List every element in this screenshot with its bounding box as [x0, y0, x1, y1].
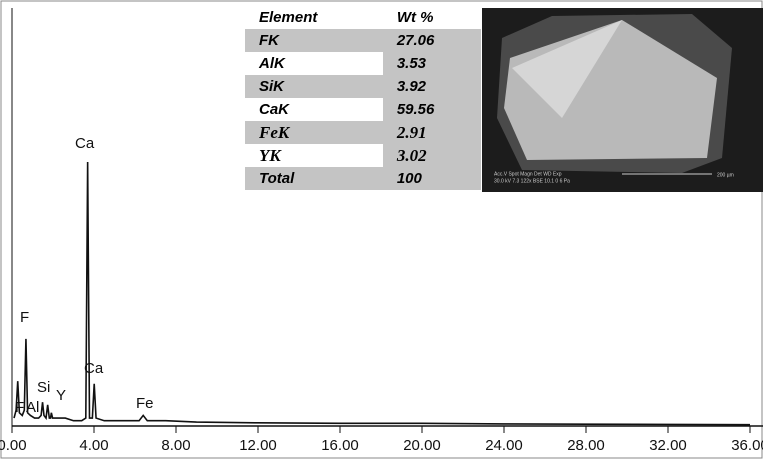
table-cell: 59.56	[383, 98, 481, 121]
x-tick-label: 16.00	[321, 437, 359, 454]
table-cell: 27.06	[383, 29, 481, 52]
table-cell: CaK	[245, 98, 383, 121]
x-tick-label: 28.00	[567, 437, 605, 454]
micrograph: Acc.V Spot Magn Det WD Exp 30.0 kV 7.3 1…	[482, 8, 763, 192]
table-cell: 3.02	[383, 144, 481, 167]
micrograph-info: Acc.V Spot Magn Det WD Exp	[494, 171, 562, 177]
x-tick-label: 24.00	[485, 437, 523, 454]
scale-label: 200 µm	[717, 172, 734, 178]
table-cell: SiK	[245, 75, 383, 98]
table-cell: FK	[245, 29, 383, 52]
table-cell: YK	[245, 144, 383, 167]
spectrum-line	[14, 162, 750, 425]
table-cell: 3.92	[383, 75, 481, 98]
micrograph-info: 30.0 kV 7.3 122x BSE 10.1 0 6 Pa	[494, 178, 570, 184]
header-cell: Element	[245, 6, 383, 29]
peak-label: Ca	[75, 135, 95, 152]
x-tick-label: 0.00	[0, 437, 27, 454]
peak-label: Y	[56, 387, 66, 404]
x-tick-label: 4.00	[79, 437, 108, 454]
x-tick-label: 8.00	[161, 437, 190, 454]
peak-label: Al	[26, 399, 39, 416]
peak-label: Si	[37, 379, 50, 396]
x-tick-label: 32.00	[649, 437, 687, 454]
table-cell: Total	[245, 167, 383, 190]
peak-label: Fe	[136, 395, 154, 412]
table-cell: 100	[383, 167, 481, 190]
page: 0.00 4.00 8.00 12.00 16.00 20.00 24.00 28.00 32.…	[0, 0, 763, 459]
table-cell: AlK	[245, 52, 383, 75]
peak-label: F	[15, 399, 24, 416]
x-tick-label: 12.00	[239, 437, 277, 454]
x-tick-label: 36.00	[731, 437, 763, 454]
x-tick-label: 20.00	[403, 437, 441, 454]
table-cell: FeK	[245, 121, 383, 144]
peak-label: F	[20, 309, 29, 326]
peak-label: Ca	[84, 360, 104, 377]
table-cell: 2.91	[383, 121, 481, 144]
header-cell: Wt %	[383, 6, 481, 29]
table-cell: 3.53	[383, 52, 481, 75]
